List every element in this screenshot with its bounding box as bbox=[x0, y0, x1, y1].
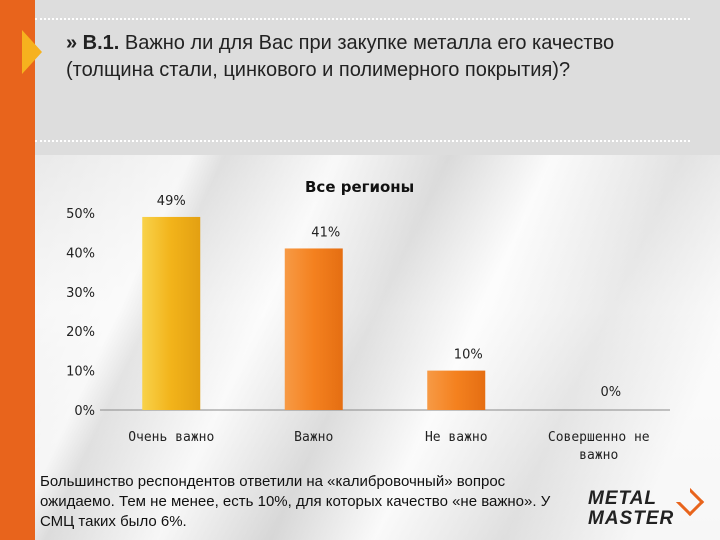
data-label: 0% bbox=[600, 385, 621, 400]
y-tick-label: 20% bbox=[66, 325, 95, 340]
y-tick-label: 50% bbox=[66, 207, 95, 222]
bar bbox=[427, 370, 486, 410]
x-category-label: Не важно bbox=[425, 430, 488, 445]
x-category-label: Очень важно bbox=[128, 430, 214, 445]
bar bbox=[284, 248, 343, 410]
data-label: 10% bbox=[454, 348, 483, 363]
y-tick-label: 0% bbox=[74, 404, 95, 419]
chart-title: Все регионы bbox=[305, 178, 415, 196]
y-tick-label: 10% bbox=[66, 365, 95, 380]
logo-text-metal: METAL bbox=[588, 488, 658, 509]
question-body: Важно ли для Вас при закупке металла его… bbox=[66, 32, 615, 81]
logo-text-master: MASTER bbox=[588, 508, 675, 529]
x-category-label: Важно bbox=[294, 430, 333, 445]
header-band bbox=[35, 0, 720, 155]
header-divider-bottom bbox=[35, 140, 690, 142]
header-divider-top bbox=[35, 18, 690, 20]
question-text: » В.1. Важно ли для Вас при закупке мета… bbox=[66, 30, 676, 84]
data-label: 49% bbox=[157, 194, 186, 209]
x-category-label: Совершенно не bbox=[548, 430, 650, 445]
data-label: 41% bbox=[311, 225, 340, 240]
y-tick-label: 40% bbox=[66, 246, 95, 261]
x-category-label: важно bbox=[579, 448, 618, 463]
arrow-icon bbox=[22, 30, 42, 74]
conclusion-note: Большинство респондентов ответили на «ка… bbox=[40, 473, 551, 530]
question-marker: » В.1. bbox=[66, 32, 120, 54]
bar bbox=[142, 216, 201, 410]
accent-strip bbox=[0, 0, 35, 540]
metal-master-logo: METAL MASTER bbox=[588, 487, 705, 532]
y-tick-label: 30% bbox=[66, 286, 95, 301]
